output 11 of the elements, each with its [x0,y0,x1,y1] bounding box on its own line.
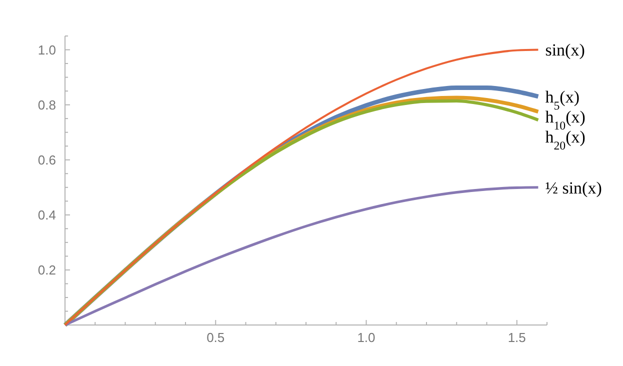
x-tick-label: 1.5 [508,330,526,345]
y-tick-label: 0.2 [38,262,56,278]
y-tick-label: 1.0 [38,42,56,58]
y-tick-label: 0.6 [38,152,56,168]
y-tick-label: 0.4 [38,207,56,222]
y-tick-label: 0.8 [38,97,56,112]
x-tick-label: 1.0 [357,330,376,345]
series-label: ½ sin(x) [545,178,602,198]
line-series [64,186,540,326]
series-label: sin(x) [545,40,585,60]
x-tick-label: 0.5 [206,330,225,345]
